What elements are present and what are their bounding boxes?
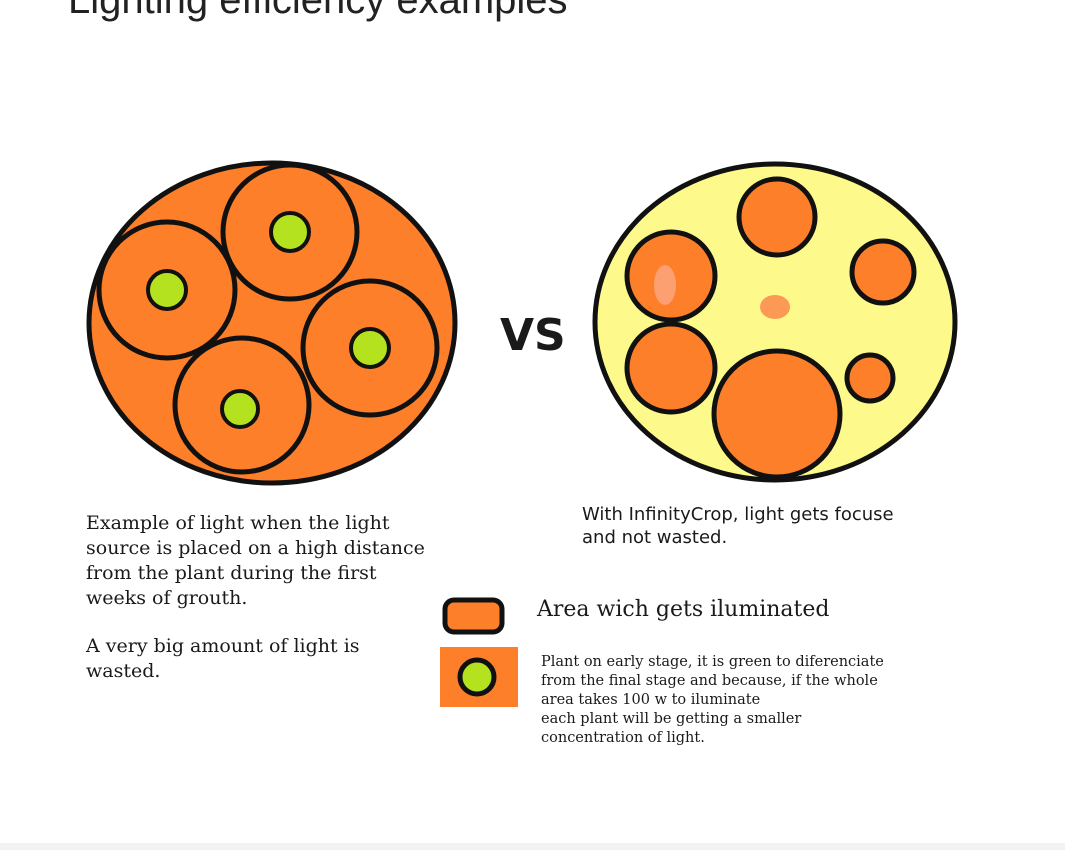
left-note: A very big amount of light is wasted.	[86, 635, 360, 682]
light-circle	[736, 176, 818, 258]
right-example	[592, 161, 958, 483]
plant-dot	[220, 389, 260, 429]
legend-icons	[440, 597, 518, 707]
left-caption: Example of light when the light source i…	[86, 512, 425, 609]
area-legend-icon	[442, 597, 505, 635]
light-circle	[844, 352, 896, 404]
vs-label: VS	[500, 310, 566, 361]
right-caption: With InfinityCrop, light gets focuse and…	[582, 504, 894, 548]
center-spot	[760, 295, 790, 319]
page-title: Lighting efficiency examples	[68, 0, 568, 22]
plant-dot	[349, 327, 391, 369]
plant-dot	[269, 211, 311, 253]
light-circle	[849, 238, 917, 306]
light-circle	[624, 321, 718, 415]
light-circle	[711, 348, 843, 480]
divider	[0, 843, 1065, 850]
legend-area-label: Area wich gets iluminated	[537, 597, 830, 622]
plant-dot	[146, 269, 188, 311]
legend-plant-label: Plant on early stage, it is green to dif…	[541, 654, 884, 746]
left-example	[86, 160, 458, 486]
